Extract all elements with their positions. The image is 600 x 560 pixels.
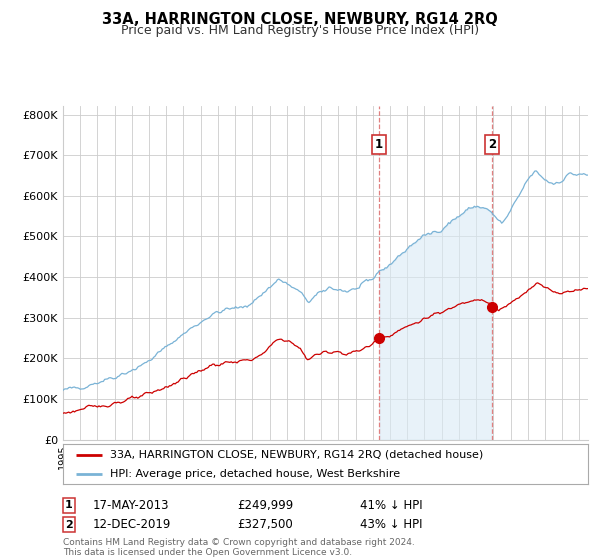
Text: 43% ↓ HPI: 43% ↓ HPI (360, 518, 422, 531)
Text: 33A, HARRINGTON CLOSE, NEWBURY, RG14 2RQ (detached house): 33A, HARRINGTON CLOSE, NEWBURY, RG14 2RQ… (110, 450, 484, 460)
Text: 17-MAY-2013: 17-MAY-2013 (93, 498, 170, 512)
Text: 33A, HARRINGTON CLOSE, NEWBURY, RG14 2RQ: 33A, HARRINGTON CLOSE, NEWBURY, RG14 2RQ (102, 12, 498, 27)
Text: 41% ↓ HPI: 41% ↓ HPI (360, 498, 422, 512)
Text: Contains HM Land Registry data © Crown copyright and database right 2024.
This d: Contains HM Land Registry data © Crown c… (63, 538, 415, 557)
Text: 2: 2 (65, 520, 73, 530)
Text: £327,500: £327,500 (237, 518, 293, 531)
Text: Price paid vs. HM Land Registry's House Price Index (HPI): Price paid vs. HM Land Registry's House … (121, 24, 479, 36)
Text: 1: 1 (65, 500, 73, 510)
Text: HPI: Average price, detached house, West Berkshire: HPI: Average price, detached house, West… (110, 469, 400, 478)
Text: 1: 1 (375, 138, 383, 151)
Text: 12-DEC-2019: 12-DEC-2019 (93, 518, 172, 531)
Text: £249,999: £249,999 (237, 498, 293, 512)
Text: 2: 2 (488, 138, 497, 151)
